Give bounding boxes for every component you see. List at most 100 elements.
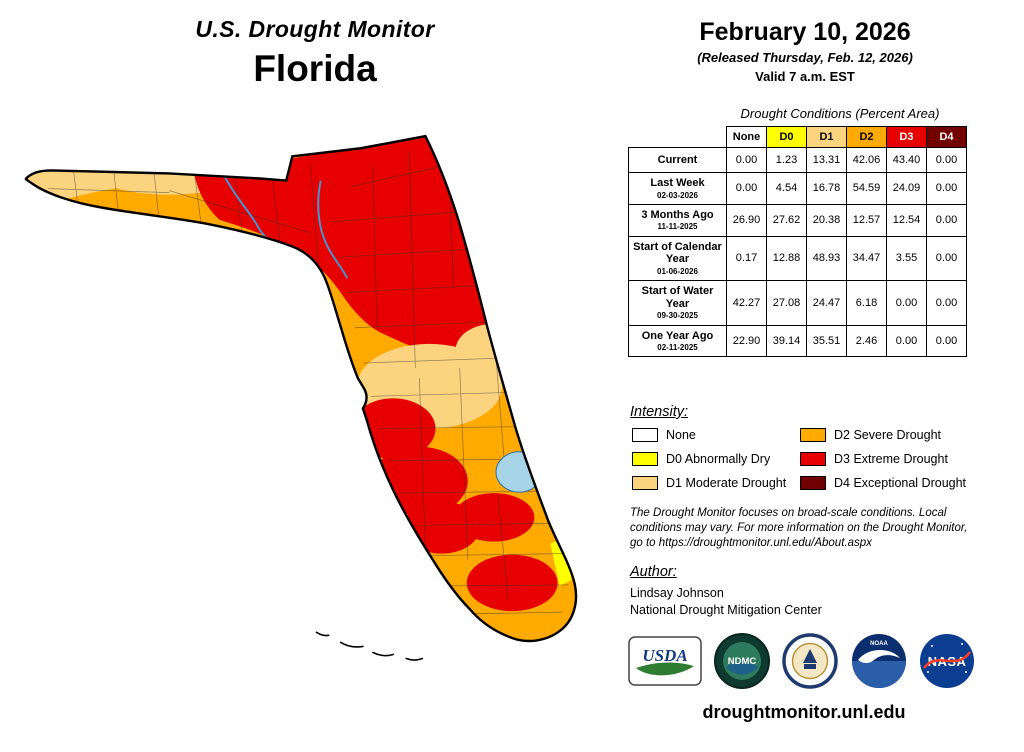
table-cell: 22.90 [726, 324, 767, 358]
table-cell: 43.40 [886, 147, 927, 173]
drought-monitor-url[interactable]: droughtmonitor.unl.edu [702, 702, 906, 722]
legend-swatch [800, 452, 826, 466]
table-cell: 1.23 [766, 147, 807, 173]
legend-label: None [666, 428, 696, 442]
map-container [18, 126, 613, 706]
table-cell: 0.00 [926, 172, 967, 205]
table-cell: 24.47 [806, 280, 847, 326]
commerce-seal-logo [782, 633, 838, 689]
legend-column-right: D2 Severe Drought D3 Extreme Drought D4 Ex… [800, 427, 990, 499]
table-cell: 54.59 [846, 172, 887, 205]
legend-item: None [632, 427, 797, 443]
row-label: One Year Ago 02-11-2025 [628, 324, 727, 358]
table-cell: 16.78 [806, 172, 847, 205]
date-block: February 10, 2026 (Released Thursday, Fe… [630, 18, 980, 84]
row-label: Last Week 02-03-2026 [628, 172, 727, 205]
report-date: February 10, 2026 [699, 18, 911, 46]
noaa-logo-text: NOAA [870, 641, 888, 647]
table-row: Current 0.00 1.23 13.31 42.06 43.40 0.00 [628, 147, 967, 173]
table-cell: 6.18 [846, 280, 887, 326]
noaa-logo: NOAA [851, 634, 906, 688]
suwannee-river [317, 180, 348, 279]
legend-label: D1 Moderate Drought [666, 476, 787, 490]
table-cell: 0.00 [926, 280, 967, 326]
ndmc-logo: NDMC [713, 633, 770, 689]
nasa-swoosh [923, 651, 972, 669]
table-cell: 0.00 [926, 324, 967, 358]
legend-swatch [800, 428, 826, 442]
legend-label: D2 Severe Drought [834, 428, 942, 442]
drought-region-d0-southeast [550, 538, 572, 586]
column-header-d1: D1 [806, 126, 847, 148]
table-cell: 0.00 [886, 324, 927, 358]
agency-logos: USDA NDMC NOAA NASA [628, 632, 976, 690]
florida-keys [315, 631, 424, 661]
drought-region-d3-south-central [453, 493, 535, 542]
drought-region-d0-cape [520, 313, 546, 369]
legend-item: D3 Extreme Drought [800, 451, 990, 467]
legend-item: D0 Abnormally Dry [632, 451, 797, 467]
table-row: Start of Calendar Year 01-06-2026 0.17 12.8… [628, 235, 967, 282]
county-boundaries [48, 144, 569, 615]
author-name: Lindsay Johnson [630, 586, 724, 600]
table-cell: 0.00 [926, 203, 967, 237]
region-title: Florida [253, 48, 377, 89]
row-label: Current [628, 147, 727, 173]
column-header-d0: D0 [766, 126, 807, 148]
legend-swatch [632, 476, 658, 490]
table-cell: 0.00 [726, 147, 767, 173]
column-header-d4: D4 [926, 126, 967, 148]
usda-logo-swoosh [636, 662, 694, 676]
valid-time: Valid 7 a.m. EST [755, 69, 855, 84]
table-cell: 0.00 [926, 235, 967, 282]
table-cell: 20.38 [806, 203, 847, 237]
released-date: (Released Thursday, Feb. 12, 2026) [697, 50, 913, 65]
table-cell: 0.17 [726, 235, 767, 282]
column-header-d2: D2 [846, 126, 887, 148]
table-cell: 27.08 [766, 280, 807, 326]
legend-item: D2 Severe Drought [800, 427, 990, 443]
column-header-none: None [726, 126, 767, 148]
disclaimer-text: The Drought Monitor focuses on broad-sca… [630, 507, 968, 550]
legend-column-left: None D0 Abnormally Dry D1 Moderate Drought [632, 427, 797, 499]
florida-outline [24, 134, 578, 643]
intensity-title: Intensity: [630, 404, 689, 420]
legend-swatch [632, 452, 658, 466]
table-column-header-row: None D0 D1 D2 D3 D4 [629, 126, 967, 148]
drought-region-d3-north [194, 136, 492, 361]
table-cell: 3.55 [886, 235, 927, 282]
commerce-eagle-icon [803, 649, 817, 663]
usda-logo: USDA [628, 636, 702, 686]
row-label: Start of Water Year 09-30-2025 [628, 280, 727, 326]
table-cell: 0.00 [886, 280, 927, 326]
legend-item: D1 Moderate Drought [632, 475, 797, 491]
table-row: Last Week 02-03-2026 0.00 4.54 16.78 54.59 24.… [628, 172, 967, 205]
legend-label: D4 Exceptional Drought [834, 476, 967, 490]
usda-logo-text: USDA [642, 646, 687, 665]
table-cell: 12.54 [886, 203, 927, 237]
column-header-d3: D3 [886, 126, 927, 148]
author-title: Author: [630, 564, 677, 580]
noaa-bird-icon [857, 649, 900, 664]
table-cell: 35.51 [806, 324, 847, 358]
table-cell: 48.93 [806, 235, 847, 282]
table-cell: 2.46 [846, 324, 887, 358]
table-body: Current 0.00 1.23 13.31 42.06 43.40 0.00 Last W… [628, 147, 967, 358]
table-row: 3 Months Ago 11-11-2025 26.90 27.62 20.38 12.… [628, 203, 967, 237]
row-label: 3 Months Ago 11-11-2025 [628, 203, 727, 237]
table-cell: 12.57 [846, 203, 887, 237]
nasa-logo: NASA [920, 634, 974, 688]
legend-label: D0 Abnormally Dry [666, 452, 771, 466]
ndmc-logo-text: NDMC [727, 656, 756, 667]
legend-label: D3 Extreme Drought [834, 452, 948, 466]
table-caption: Drought Conditions (Percent Area) [740, 106, 940, 121]
table-row: One Year Ago 02-11-2025 22.90 39.14 35.51 2.4… [628, 324, 967, 358]
table-cell: 27.62 [766, 203, 807, 237]
table-cell: 34.47 [846, 235, 887, 282]
table-cell: 12.88 [766, 235, 807, 282]
author-organization: National Drought Mitigation Center [630, 603, 822, 617]
table-cell: 26.90 [726, 203, 767, 237]
table-cell: 13.31 [806, 147, 847, 173]
table-cell: 42.06 [846, 147, 887, 173]
